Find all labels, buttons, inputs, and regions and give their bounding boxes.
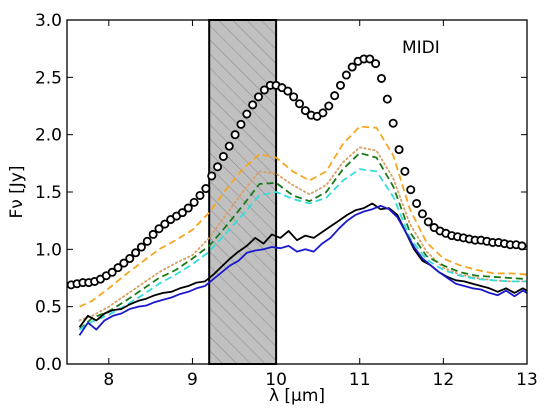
series-0-point [207,171,217,181]
series-0-point [189,197,199,207]
x-axis-label: λ [μm] [269,386,325,406]
series-0-point [394,145,404,155]
y-tick-label: 1.0 [35,240,62,260]
x-tick-label: 11 [349,370,371,390]
series-5-line [78,202,527,328]
ticks-group: 8 9 10 11 12 13 0.0 0.5 1.0 1.5 2.0 2.5 3.0 [35,11,538,390]
series-0-point [236,119,246,129]
series-6-line [78,204,527,336]
series-0-point [318,108,328,118]
x-tick-label: 13 [516,370,538,390]
series-0-point [230,130,240,140]
x-tick-label: 10 [265,370,287,390]
series-1-line [79,125,527,308]
series-0-point [259,85,269,95]
series-0-point [423,217,433,227]
x-tick-label: 12 [433,370,455,390]
series-0-point [201,184,211,194]
series-0-point [183,203,193,213]
series-0-point [283,86,293,96]
series-3-line [78,152,527,331]
series-0-point [113,263,123,273]
series-0-point [218,151,228,161]
y-tick-label: 1.5 [35,183,62,203]
series-0-point [254,92,264,102]
x-tick-label: 9 [187,370,198,390]
series-0-point [406,185,416,195]
series-0-point [248,100,258,110]
series-0-point [242,109,252,119]
series-0-point [376,73,386,83]
plot-frame [66,19,528,365]
x-tick-label: 8 [103,370,114,390]
series-0-point [177,208,187,218]
y-tick-label: 2.5 [35,68,62,88]
series-0-point [107,267,117,277]
series-group [67,54,527,336]
series-0-point [382,94,392,104]
series-0-point [154,224,164,234]
y-tick-label: 2.0 [35,126,62,146]
series-0-point [125,254,135,264]
series-0-point [213,162,223,172]
series-0-point [142,236,152,246]
series-0-point [417,209,427,219]
series-0-point [388,118,398,128]
series-0-point [412,198,422,208]
series-0-point [324,101,334,111]
series-0-point [224,141,234,151]
series-0-point [300,106,310,116]
series-0-point [295,99,305,109]
series-0-point [371,59,381,69]
annotation-midi: MIDI [402,38,440,58]
series-4-line [79,168,527,331]
series-0-point [365,54,375,64]
y-tick-label: 3.0 [35,11,62,31]
series-0-point [347,62,357,72]
series-0-point [148,229,158,239]
y-axis-label: Fν [Jy] [7,165,27,218]
series-0-point [136,242,146,252]
series-0-point [330,91,340,101]
series-2-line [78,146,527,322]
series-0-point [400,166,410,176]
series-0-point [160,219,170,229]
y-tick-label: 0.5 [35,298,62,318]
series-0-point [289,92,299,102]
series-0 [67,54,527,290]
y-tick-label: 0.0 [35,355,62,375]
series-0-point [517,241,527,251]
series-0-point [119,258,129,268]
series-0-point [341,70,351,80]
series-0-point [335,80,345,90]
series-0-point [131,248,141,258]
series-0-point [195,190,205,200]
